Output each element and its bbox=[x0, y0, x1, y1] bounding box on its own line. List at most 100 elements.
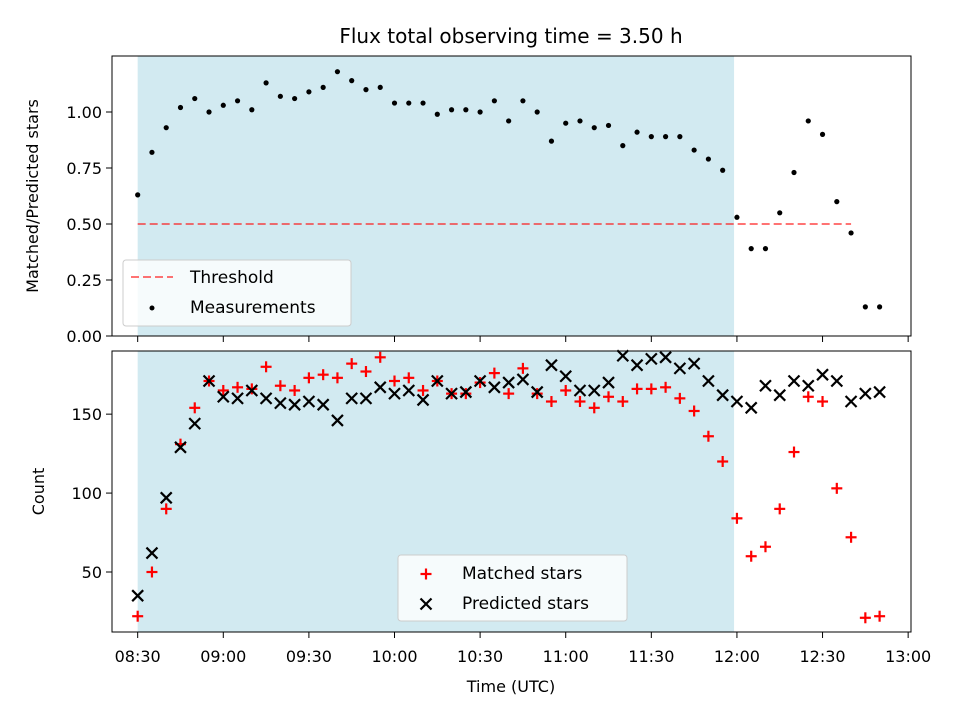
matched-star-point bbox=[774, 503, 786, 515]
legend-matched-swatch bbox=[420, 568, 432, 580]
measurement-point bbox=[377, 84, 383, 90]
predicted-star-point bbox=[801, 379, 815, 393]
matched-star-point bbox=[817, 396, 829, 408]
top-panel: 0.00 0.25 0.50 0.75 1.00 Matched/Predicted s… bbox=[23, 55, 912, 346]
measurement-point bbox=[420, 100, 426, 106]
matched-star-point bbox=[617, 396, 629, 408]
measurement-point bbox=[563, 120, 569, 126]
predicted-star-point bbox=[602, 376, 615, 389]
matched-star-point bbox=[545, 396, 557, 408]
measurement-point bbox=[605, 122, 612, 129]
predicted-star-point bbox=[459, 385, 473, 399]
predicted-star-point bbox=[687, 357, 701, 370]
xtick-label: 12:30 bbox=[799, 647, 845, 666]
matched-star-point bbox=[488, 367, 500, 379]
matched-star-point bbox=[631, 383, 643, 395]
measurement-point bbox=[506, 118, 512, 124]
measurement-point bbox=[249, 107, 255, 113]
predicted-star-point bbox=[730, 395, 744, 408]
matched-star-point bbox=[674, 392, 686, 404]
top-y-axis-label: Matched/Predicted stars bbox=[23, 99, 42, 293]
bottom-y-axis-label: Count bbox=[29, 468, 48, 516]
predicted-star-point bbox=[388, 387, 401, 400]
xtick-label: 10:00 bbox=[371, 647, 417, 666]
measurement-point bbox=[691, 147, 697, 153]
measurement-point bbox=[720, 167, 726, 173]
measurement-point bbox=[648, 134, 654, 140]
matched-star-point bbox=[788, 446, 800, 458]
xtick-label: 08:30 bbox=[115, 647, 161, 666]
top-ytick-label: 1.00 bbox=[66, 103, 102, 122]
measurement-point bbox=[862, 304, 868, 310]
measurement-point bbox=[777, 210, 783, 216]
measurement-point bbox=[534, 109, 540, 115]
measurement-point bbox=[434, 111, 440, 117]
chart-title: Flux total observing time = 3.50 h bbox=[339, 24, 682, 48]
predicted-star-point bbox=[573, 384, 587, 397]
predicted-star-point bbox=[844, 395, 858, 408]
measurement-point bbox=[206, 109, 212, 115]
predicted-star-point bbox=[316, 398, 330, 411]
top-legend: Threshold Measurements bbox=[122, 259, 352, 327]
legend-predicted-swatch bbox=[419, 597, 433, 611]
matched-star-point bbox=[132, 610, 144, 622]
measurement-point bbox=[677, 134, 683, 140]
matched-star-point bbox=[374, 351, 386, 363]
predicted-star-point bbox=[545, 358, 558, 372]
matched-star-point bbox=[603, 391, 615, 403]
matched-star-point bbox=[645, 383, 657, 395]
measurement-point bbox=[306, 89, 312, 95]
bottom-legend-box bbox=[397, 554, 628, 622]
matched-star-point bbox=[759, 541, 771, 553]
measurement-point bbox=[577, 118, 583, 124]
measurement-point bbox=[791, 169, 797, 176]
matched-star-point bbox=[831, 482, 843, 494]
bottom-axes-frame bbox=[111, 350, 912, 633]
measurement-point bbox=[805, 118, 811, 124]
measurement-point bbox=[463, 107, 469, 113]
measurement-point bbox=[762, 246, 769, 252]
predicted-star-point bbox=[473, 374, 487, 388]
measurement-point bbox=[662, 134, 669, 140]
measurement-point bbox=[192, 95, 198, 102]
legend-matched-label: Matched stars bbox=[462, 564, 582, 584]
measurement-point bbox=[491, 98, 497, 104]
predicted-star-point bbox=[274, 396, 287, 410]
matched-star-point bbox=[360, 366, 372, 378]
matched-star-point bbox=[417, 384, 429, 396]
matched-star-point bbox=[303, 372, 315, 384]
xtick-label: 12:00 bbox=[714, 647, 760, 666]
measurement-point bbox=[135, 192, 141, 198]
bottom-panel: 50 100 150 08:30 09:00 09:30 10:00 10:30 11:00 1… bbox=[29, 349, 931, 696]
predicted-star-point bbox=[402, 384, 416, 397]
measurement-point bbox=[363, 87, 369, 93]
predicted-star-point bbox=[345, 392, 358, 405]
measurement-point bbox=[520, 98, 526, 104]
matched-star-point bbox=[517, 362, 529, 374]
predicted-star-point bbox=[759, 379, 772, 393]
predicted-star-point bbox=[744, 401, 758, 415]
predicted-star-point bbox=[830, 374, 844, 388]
predicted-star-point bbox=[816, 368, 829, 381]
predicted-star-point bbox=[359, 392, 373, 405]
matched-star-point bbox=[274, 380, 286, 392]
predicted-star-point bbox=[145, 546, 159, 560]
top-ytick-label: 0.00 bbox=[66, 327, 102, 346]
predicted-star-point bbox=[773, 388, 787, 402]
predicted-star-point bbox=[673, 362, 687, 375]
predicted-star-point bbox=[373, 381, 387, 394]
predicted-star-point bbox=[859, 387, 872, 400]
matched-star-point bbox=[217, 384, 229, 396]
predicted-star-point bbox=[202, 374, 216, 388]
matched-star-point bbox=[260, 361, 272, 373]
predicted-star-point bbox=[217, 390, 230, 404]
matched-star-point bbox=[289, 384, 301, 396]
predicted-star-point bbox=[616, 349, 630, 363]
measurement-point bbox=[591, 125, 597, 131]
matched-star-point bbox=[403, 372, 415, 384]
predicted-star-point bbox=[188, 417, 202, 430]
matched-star-point bbox=[331, 372, 343, 384]
matched-star-point bbox=[588, 402, 600, 414]
predicted-star-point bbox=[131, 589, 144, 602]
predicted-star-point bbox=[559, 369, 572, 383]
